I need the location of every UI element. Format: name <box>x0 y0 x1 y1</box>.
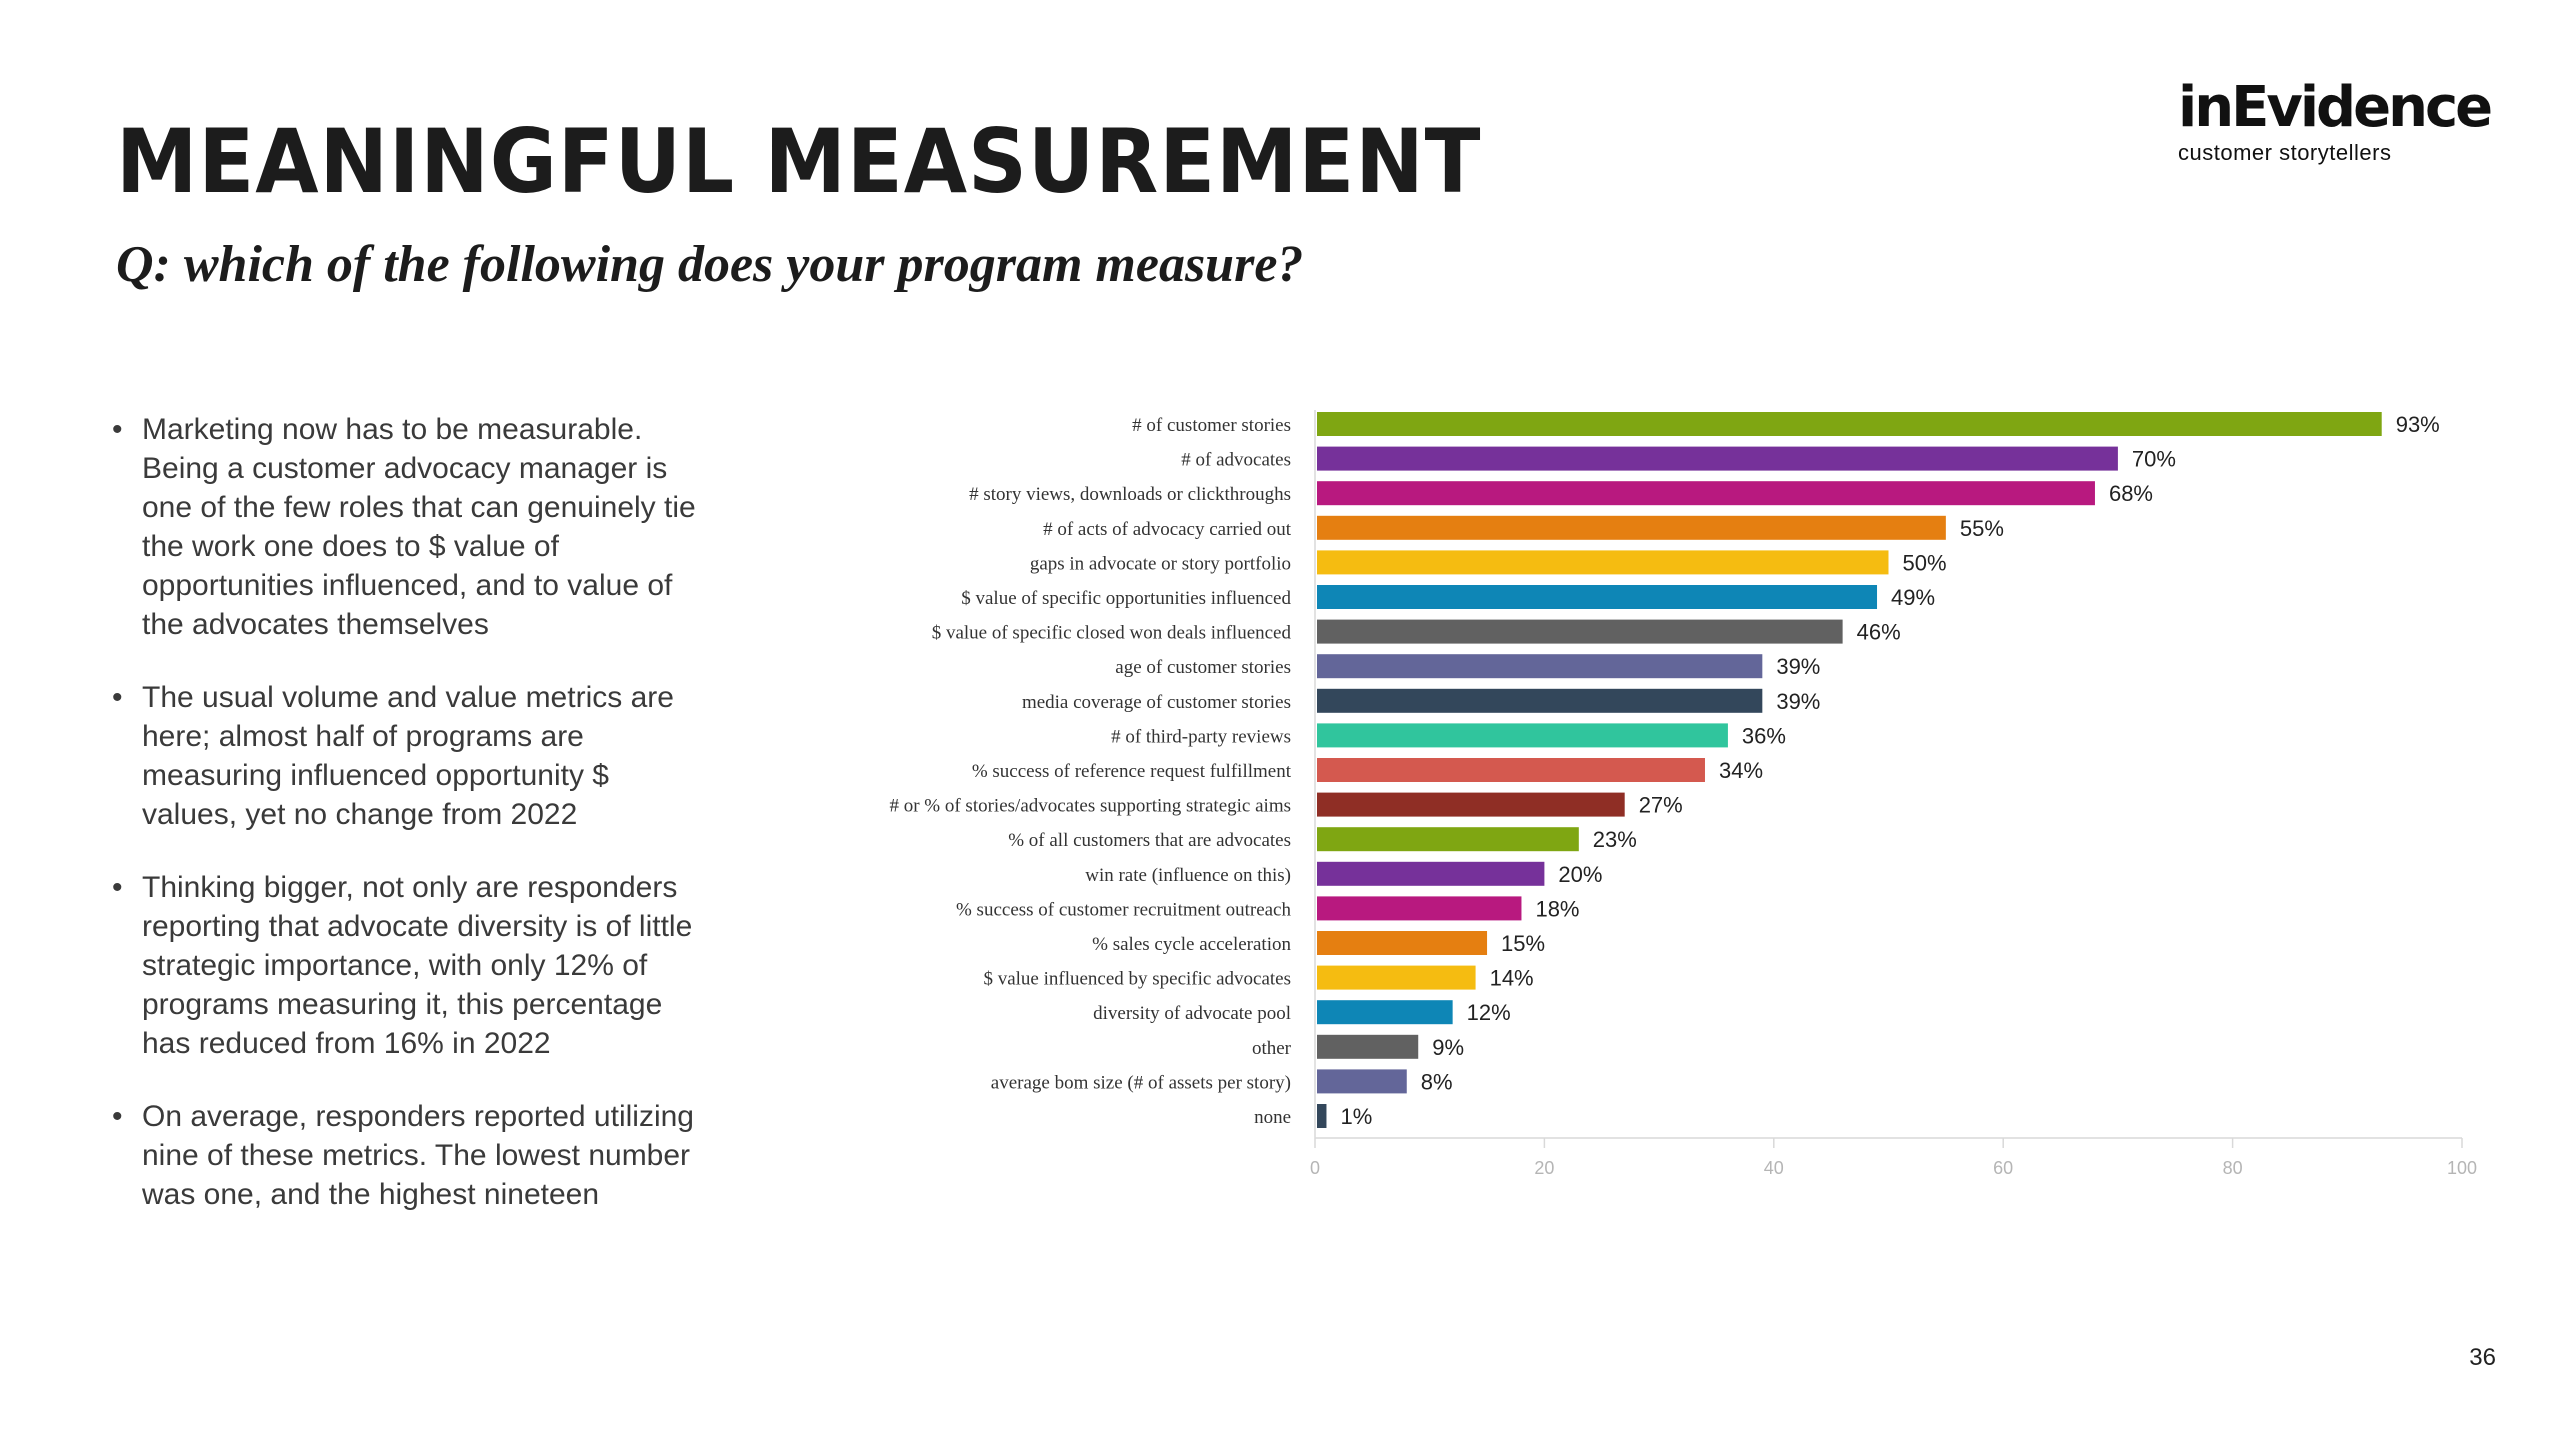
bar <box>1317 446 2118 471</box>
data-label: 39% <box>1776 689 1820 714</box>
data-label: 9% <box>1432 1035 1464 1060</box>
data-label: 93% <box>2396 412 2440 437</box>
bullet-item: Marketing now has to be measurable. Bein… <box>112 410 712 644</box>
horizontal-bar-chart: 0 20 40 60 80 100 # of customer stories 93% # of… <box>889 410 2477 1178</box>
x-tick-label: 60 <box>1993 1158 2013 1178</box>
bullet-item: On average, responders reported utilizin… <box>112 1097 712 1214</box>
slide-title: MEANINGFUL MEASUREMENT <box>116 110 1482 213</box>
data-label: 1% <box>1340 1104 1372 1129</box>
category-label: % success of customer recruitment outrea… <box>956 899 1292 920</box>
category-label: # of third-party reviews <box>1111 726 1291 747</box>
category-label: % of all customers that are advocates <box>1008 830 1291 851</box>
data-label: 8% <box>1421 1069 1453 1094</box>
data-label: 23% <box>1593 827 1637 852</box>
slide-subtitle: Q: which of the following does your prog… <box>116 236 1304 293</box>
category-label: # or % of stories/advocates supporting s… <box>889 796 1291 817</box>
data-label: 18% <box>1535 896 1579 921</box>
page-number: 36 <box>2469 1344 2496 1371</box>
data-label: 46% <box>1857 620 1901 645</box>
bar <box>1317 827 1579 852</box>
category-label: # story views, downloads or clickthrough… <box>969 484 1291 505</box>
data-label: 55% <box>1960 516 2004 541</box>
logo-tagline: customer storytellers <box>2178 140 2392 165</box>
bar <box>1317 1000 1453 1025</box>
data-label: 34% <box>1719 758 1763 783</box>
bar <box>1317 758 1705 782</box>
logo-wordmark: inEvidence <box>2178 75 2493 140</box>
bar <box>1317 481 2095 506</box>
data-label: 39% <box>1776 654 1820 679</box>
bar <box>1317 723 1728 748</box>
category-label: gaps in advocate or story portfolio <box>1030 553 1291 574</box>
bar <box>1317 585 1878 609</box>
category-label: % success of reference request fulfillme… <box>972 761 1292 782</box>
data-label: 20% <box>1558 862 1602 887</box>
data-label: 50% <box>1903 550 1947 575</box>
bar <box>1317 654 1763 679</box>
brand-logo: inEvidence customer storytellers <box>2178 75 2493 166</box>
bar <box>1317 965 1476 990</box>
bar <box>1317 1104 1327 1128</box>
category-label: $ value of specific closed won deals inf… <box>932 623 1292 644</box>
insight-bullet-list: Marketing now has to be measurable. Bein… <box>112 410 712 1248</box>
category-label: age of customer stories <box>1115 657 1291 678</box>
bar <box>1317 1069 1407 1094</box>
data-label: 49% <box>1891 585 1935 610</box>
category-label: # of customer stories <box>1132 415 1291 436</box>
category-label: $ value influenced by specific advocates <box>983 969 1291 990</box>
data-label: 27% <box>1639 793 1683 818</box>
bar <box>1317 619 1843 644</box>
category-label: # of advocates <box>1181 450 1291 471</box>
data-label: 15% <box>1501 931 1545 956</box>
data-label: 70% <box>2132 447 2176 472</box>
category-label: average bom size (# of assets per story) <box>991 1072 1291 1093</box>
bar <box>1317 550 1889 575</box>
bar <box>1317 896 1522 921</box>
data-label: 68% <box>2109 481 2153 506</box>
bar <box>1317 688 1763 713</box>
bar <box>1317 792 1625 817</box>
category-label: other <box>1252 1038 1292 1059</box>
bar <box>1317 1034 1419 1059</box>
x-tick-label: 40 <box>1764 1158 1784 1178</box>
x-tick-label: 0 <box>1310 1158 1320 1178</box>
category-label: none <box>1254 1107 1291 1128</box>
category-label: win rate (influence on this) <box>1085 865 1291 886</box>
x-tick-label: 20 <box>1534 1158 1554 1178</box>
category-label: % sales cycle acceleration <box>1092 934 1291 955</box>
category-label: diversity of advocate pool <box>1093 1003 1291 1024</box>
category-label: media coverage of customer stories <box>1022 692 1291 713</box>
category-label: $ value of specific opportunities influe… <box>961 588 1291 609</box>
data-label: 36% <box>1742 723 1786 748</box>
bar <box>1317 861 1545 886</box>
bar <box>1317 515 1946 540</box>
bullet-item: The usual volume and value metrics are h… <box>112 678 712 834</box>
bullet-item: Thinking bigger, not only are responders… <box>112 868 712 1063</box>
bar <box>1317 412 2382 436</box>
data-label: 14% <box>1490 966 1534 991</box>
x-tick-label: 100 <box>2447 1158 2477 1178</box>
data-label: 12% <box>1467 1000 1511 1025</box>
category-label: # of acts of advocacy carried out <box>1043 519 1292 540</box>
bar <box>1317 931 1488 955</box>
x-tick-label: 80 <box>2223 1158 2243 1178</box>
